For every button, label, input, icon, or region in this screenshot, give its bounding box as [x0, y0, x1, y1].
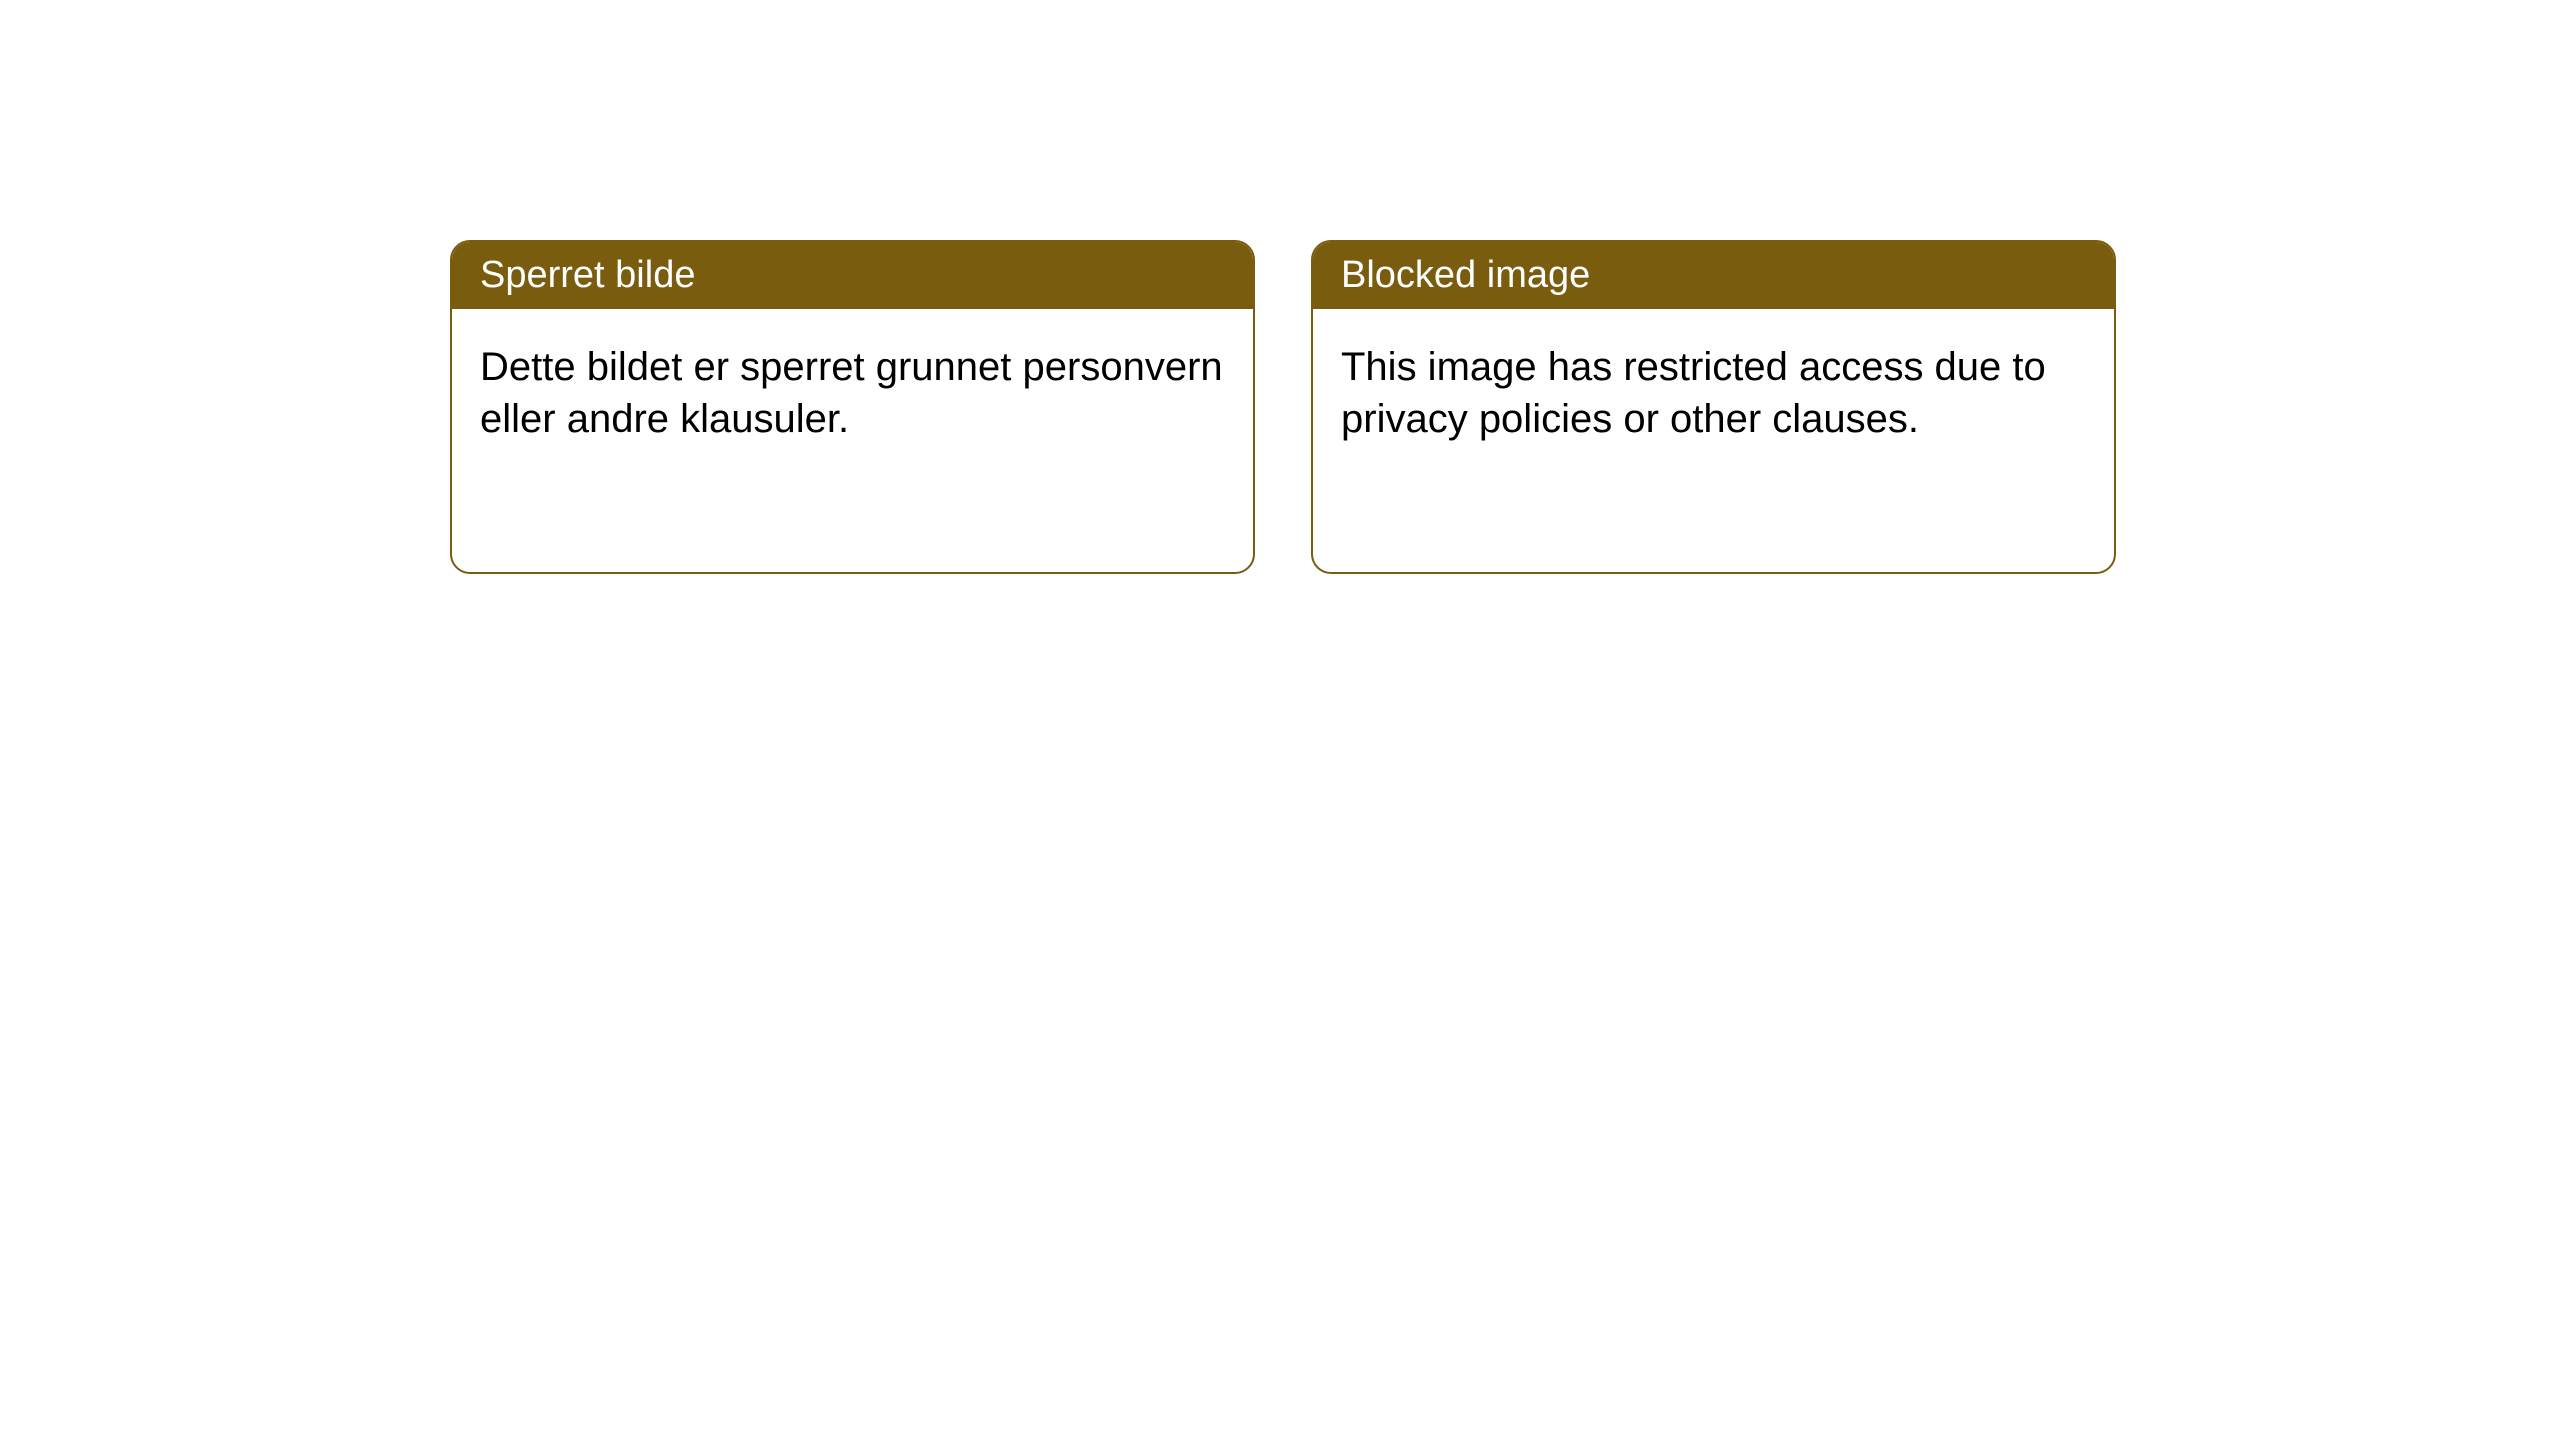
notice-container: Sperret bilde Dette bildet er sperret gr… — [450, 240, 2116, 574]
notice-card-english: Blocked image This image has restricted … — [1311, 240, 2116, 574]
notice-header: Sperret bilde — [452, 242, 1253, 309]
notice-body: Dette bildet er sperret grunnet personve… — [452, 309, 1253, 477]
notice-card-norwegian: Sperret bilde Dette bildet er sperret gr… — [450, 240, 1255, 574]
notice-body: This image has restricted access due to … — [1313, 309, 2114, 477]
notice-header: Blocked image — [1313, 242, 2114, 309]
